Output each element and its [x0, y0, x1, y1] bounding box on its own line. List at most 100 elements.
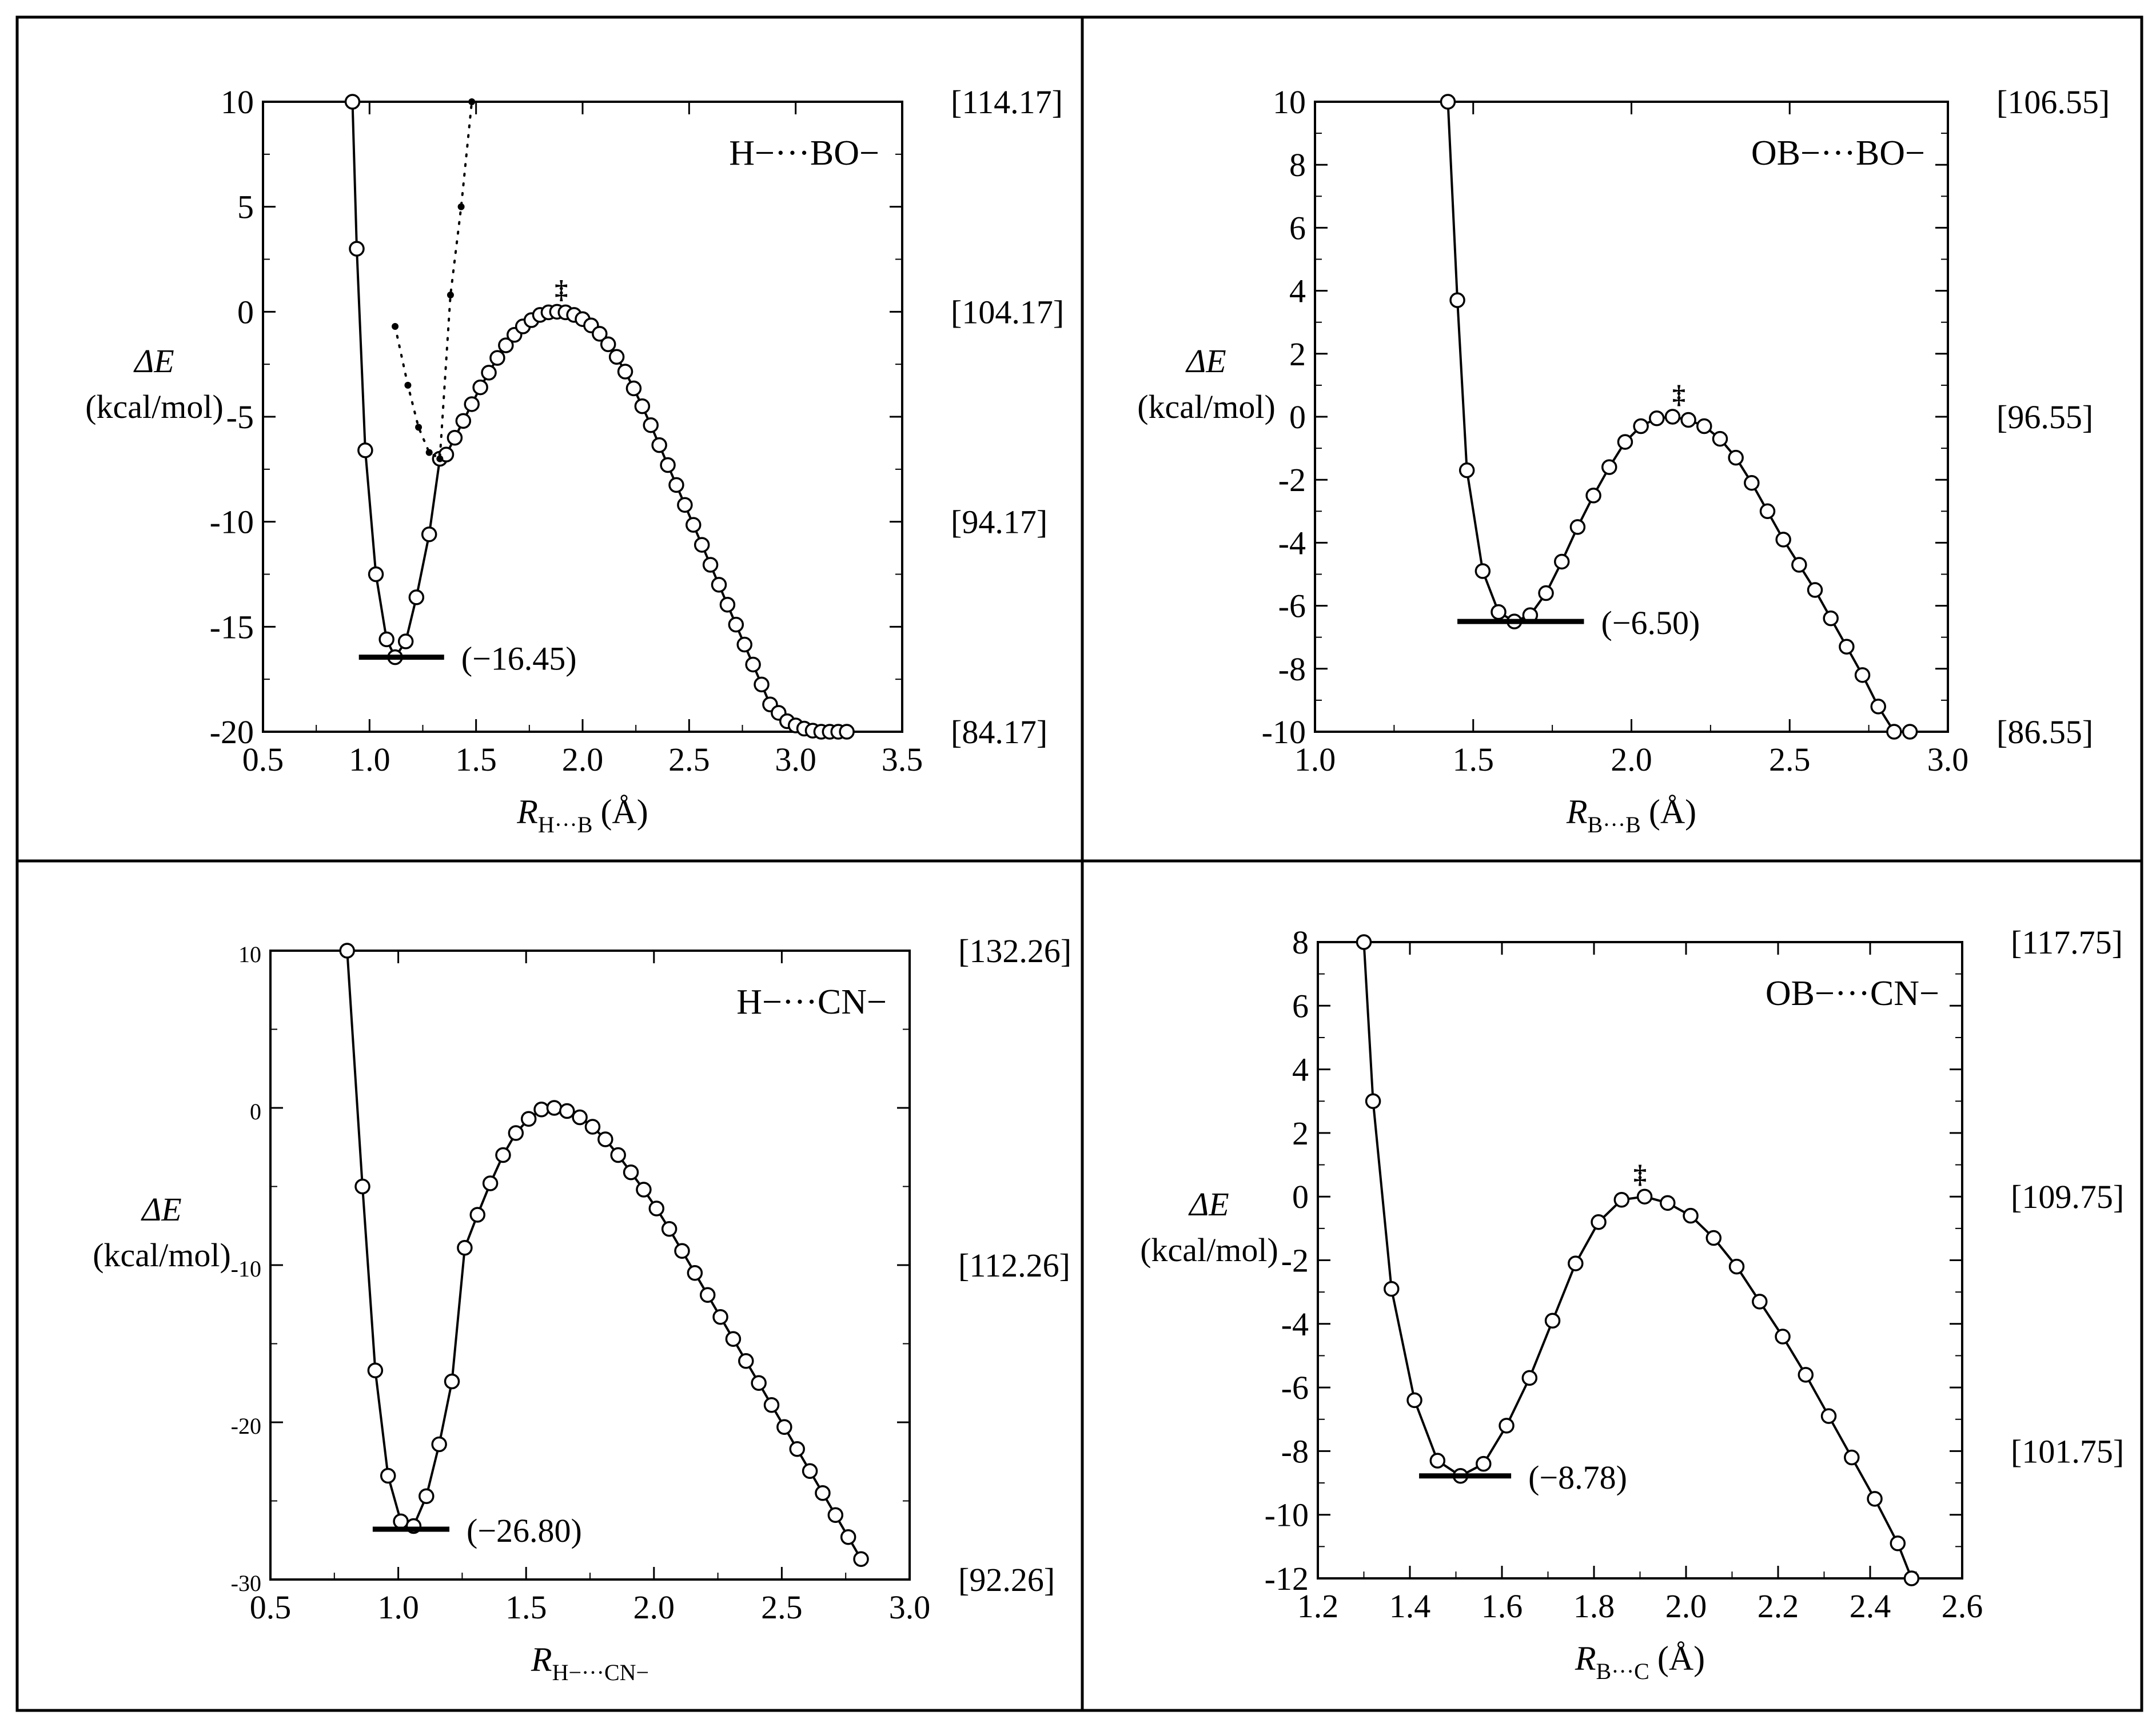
- x-axis-label: RB···B (Å): [1566, 793, 1696, 837]
- data-point: [1752, 1294, 1768, 1310]
- right-axis-label: [96.55]: [1996, 398, 2093, 436]
- x-axis-label-symbol: R: [516, 793, 538, 831]
- data-point: [648, 1200, 665, 1217]
- data-point: [686, 517, 702, 533]
- data-point: [1585, 488, 1601, 504]
- data-point: [472, 379, 488, 396]
- series-line: [346, 950, 862, 1560]
- data-point: [408, 589, 425, 605]
- dotted-point: [425, 449, 433, 456]
- data-point: [1476, 1455, 1492, 1472]
- chart-panel-3: 0.5 1.0 1.5 2.0 2.5 3.0 -30 -20 -10 0 10 [132.26] [1…: [93, 932, 1071, 1685]
- data-point: [736, 636, 752, 653]
- x-axis-label-subscript: H−···CN−: [552, 1660, 649, 1685]
- data-point: [1384, 1281, 1400, 1297]
- data-point: [1683, 1207, 1699, 1224]
- x-tick-label: 2.5: [1769, 741, 1811, 778]
- y-tick-label: -10: [1262, 713, 1306, 751]
- y-tick-label: 4: [1292, 1051, 1309, 1088]
- y-tick-label: -12: [1265, 1560, 1309, 1597]
- data-point: [1759, 503, 1776, 520]
- x-axis-label-symbol: R: [531, 1641, 552, 1678]
- data-point: [853, 1551, 869, 1567]
- x-tick-label: 2.0: [1665, 1588, 1707, 1625]
- data-point: [481, 365, 497, 381]
- dotted-point: [447, 291, 454, 298]
- data-point: [520, 1111, 537, 1127]
- data-point: [1429, 1453, 1446, 1469]
- x-axis-label-unit: (Å): [1649, 793, 1696, 831]
- data-point: [694, 537, 710, 553]
- x-tick-label: 3.0: [1927, 741, 1969, 778]
- y-tick-label: 0: [237, 293, 254, 330]
- data-point: [1728, 449, 1744, 466]
- chart-panel-1: 0.5 1.0 1.5 2.0 2.5 3.0 3.5 -20 -15 -10 -5 0 5 10 [114…: [85, 83, 1064, 837]
- y-tick-label: -10: [231, 1256, 261, 1282]
- dotted-point: [392, 323, 399, 330]
- data-point: [738, 1353, 754, 1369]
- data-point: [1474, 563, 1491, 579]
- data-point: [1867, 1491, 1883, 1507]
- data-point: [1521, 1370, 1538, 1386]
- y-tick-label: 6: [1289, 209, 1306, 246]
- x-tick-label: 2.6: [1942, 1588, 1983, 1625]
- minimum-energy-label: (−8.78): [1528, 1459, 1627, 1496]
- data-point: [668, 477, 684, 493]
- x-axis-label: RH−···CN−: [531, 1641, 649, 1685]
- x-axis-label-symbol: R: [1575, 1640, 1596, 1677]
- data-point: [1601, 459, 1617, 475]
- right-axis-label: [84.17]: [951, 713, 1047, 751]
- minimum-energy-label: (−6.50): [1601, 604, 1700, 641]
- data-point: [1633, 418, 1649, 434]
- data-point: [447, 429, 463, 446]
- dotted-point: [436, 455, 444, 462]
- data-point: [559, 1103, 575, 1119]
- data-point: [751, 1375, 767, 1391]
- data-point: [1538, 585, 1554, 601]
- data-point: [498, 337, 514, 353]
- x-tick-label: 1.2: [1297, 1588, 1339, 1625]
- right-axis-label: [106.55]: [1996, 83, 2110, 121]
- x-tick-label: 1.0: [377, 1589, 419, 1626]
- data-point: [1844, 1449, 1860, 1466]
- data-point: [677, 497, 693, 513]
- right-axis-label: [117.75]: [2011, 924, 2123, 961]
- x-axis-label: RH···B (Å): [516, 793, 648, 837]
- y-axis-label-symbol: ΔE: [141, 1191, 181, 1228]
- panel-title: H−···BO−: [729, 134, 879, 173]
- y-tick-label: 5: [237, 189, 254, 226]
- data-point: [380, 1467, 396, 1484]
- series-dotted-line: [394, 101, 473, 461]
- y-tick-label: 0: [1292, 1178, 1309, 1215]
- x-tick-label: 2.0: [562, 741, 604, 778]
- data-point: [397, 633, 414, 649]
- data-point: [1712, 430, 1728, 447]
- data-point: [1636, 1188, 1653, 1204]
- data-point: [1696, 418, 1712, 434]
- data-point: [1660, 1195, 1676, 1211]
- data-point: [719, 597, 736, 613]
- x-tick-label: 1.0: [1294, 741, 1336, 778]
- data-point: [421, 526, 437, 543]
- dotted-point: [468, 98, 476, 105]
- panel-title: H−···CN−: [736, 983, 887, 1022]
- data-point: [617, 364, 633, 380]
- y-axis-label-symbol: ΔE: [133, 342, 174, 380]
- right-axis-label: [101.75]: [2011, 1433, 2124, 1470]
- x-axis-label-unit: (Å): [600, 793, 648, 831]
- data-point: [728, 616, 744, 633]
- data-point: [533, 1102, 549, 1118]
- x-tick-label: 3.0: [889, 1589, 931, 1626]
- x-tick-label: 0.5: [242, 741, 284, 778]
- data-point: [725, 1331, 742, 1347]
- x-tick-label: 1.5: [455, 741, 497, 778]
- transition-state-marker: ‡: [1672, 380, 1685, 409]
- y-tick-label: 2: [1292, 1115, 1309, 1152]
- right-axis-label: [114.17]: [951, 83, 1063, 121]
- right-axis-label: [109.75]: [2011, 1178, 2124, 1215]
- plot-frame: [262, 101, 903, 733]
- x-tick-label: 2.0: [1611, 741, 1652, 778]
- data-point: [455, 413, 472, 429]
- y-tick-label: -30: [231, 1570, 261, 1596]
